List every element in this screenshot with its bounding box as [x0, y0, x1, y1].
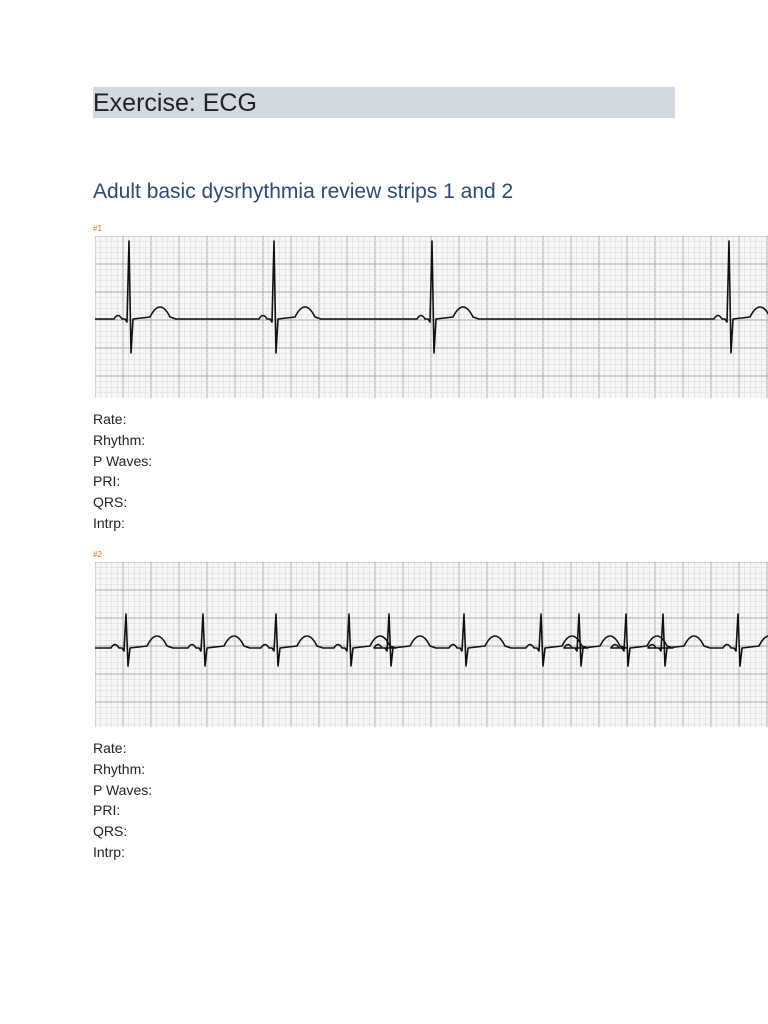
ecg-trace: [95, 240, 768, 354]
field-list: Rate: Rhythm: P Waves: PRI: QRS: Intrp:: [93, 738, 152, 863]
strip-label: #1: [93, 224, 102, 233]
title: Exercise: ECG: [93, 89, 257, 117]
field-label: Intrp:: [93, 843, 125, 860]
field-label: Intrp:: [93, 514, 125, 531]
field-label: Rhythm:: [93, 760, 146, 777]
subtitle: Adult basic dysrhythmia review strips 1 …: [93, 180, 514, 203]
field-label: QRS:: [93, 494, 128, 511]
field-label: Rhythm:: [93, 431, 146, 448]
strip-label: #2: [93, 550, 102, 559]
field-label: P Waves:: [93, 452, 153, 469]
field-label: PRI:: [93, 802, 121, 819]
title-bar: Exercise: ECG: [93, 87, 675, 118]
ecg-trace: [95, 613, 768, 667]
ecg-strip: [95, 236, 768, 398]
field-label: P Waves:: [93, 781, 153, 798]
field-label: QRS:: [93, 823, 128, 840]
field-label: Rate:: [93, 411, 127, 427]
field-label: PRI:: [93, 473, 121, 490]
field-label: Rate:: [93, 740, 127, 756]
ecg-strip: [95, 562, 768, 727]
field-list: Rate: Rhythm: P Waves: PRI: QRS: Intrp:: [93, 409, 152, 534]
